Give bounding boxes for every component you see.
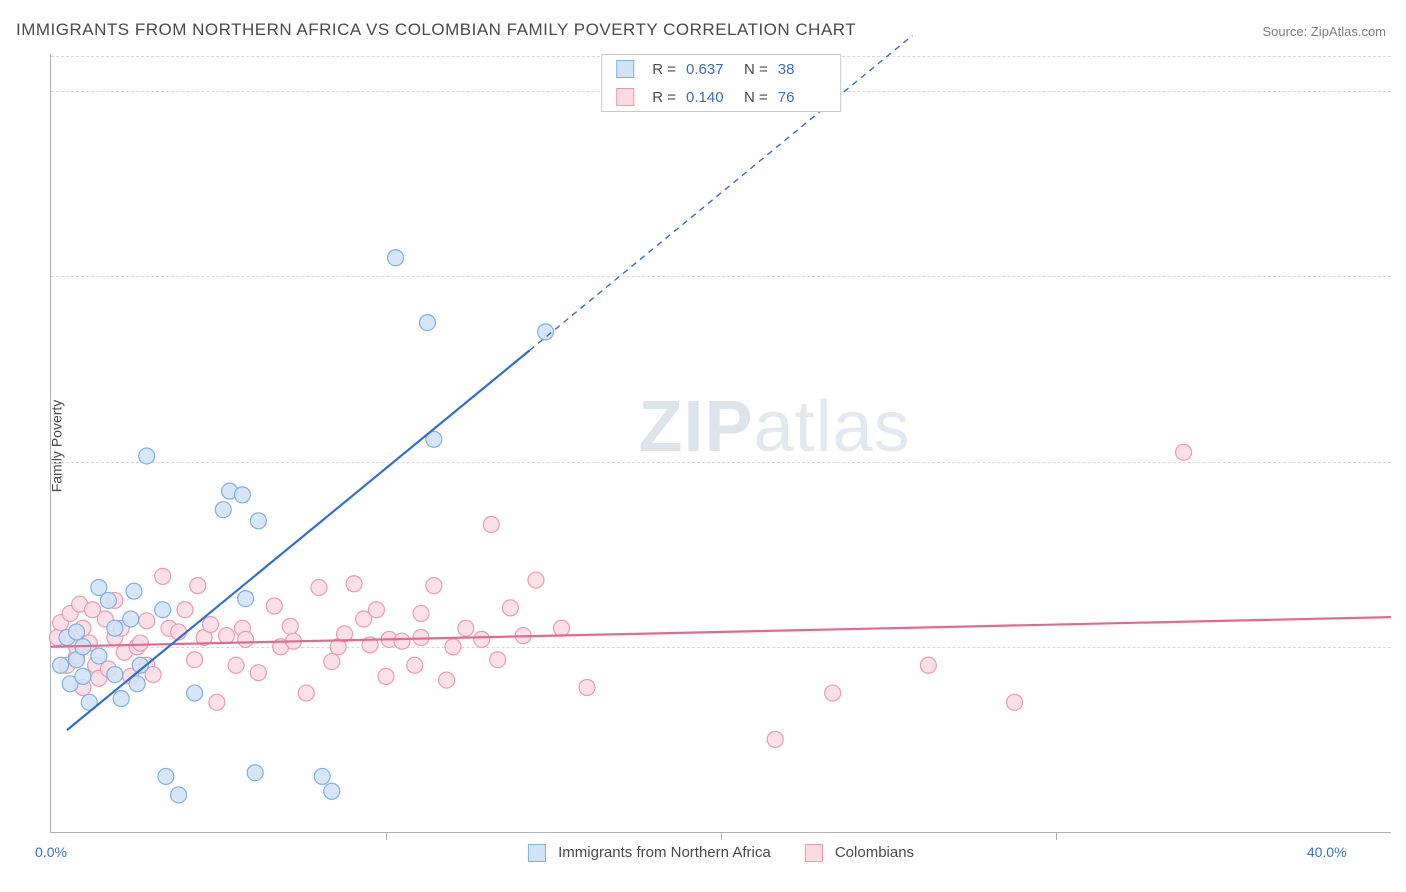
legend-r-value-a: 0.637	[686, 61, 734, 78]
source-label: Source: ZipAtlas.com	[1262, 24, 1386, 39]
x-tick-label-left: 0.0%	[35, 844, 67, 860]
swatch-series-a-icon	[528, 844, 546, 862]
plot-area: ZIPatlas R = 0.637 N = 38 R = 0.140 N = …	[50, 54, 1391, 833]
x-legend-label-b: Colombians	[835, 844, 914, 861]
swatch-series-b-icon	[805, 844, 823, 862]
x-legend-label-a: Immigrants from Northern Africa	[558, 844, 771, 861]
legend-n-value-a: 38	[778, 61, 826, 78]
chart-title: IMMIGRANTS FROM NORTHERN AFRICA VS COLOM…	[16, 20, 856, 40]
y-tick-label: 20.0%	[1396, 454, 1406, 470]
legend-r-value-b: 0.140	[686, 89, 734, 106]
y-tick-label: 10.0%	[1396, 639, 1406, 655]
stats-legend: R = 0.637 N = 38 R = 0.140 N = 76	[601, 54, 841, 112]
swatch-series-a-icon	[616, 60, 634, 78]
y-tick-label: 40.0%	[1396, 83, 1406, 99]
x-legend-item-a: Immigrants from Northern Africa	[528, 844, 771, 862]
legend-n-label: N =	[744, 61, 768, 78]
swatch-series-b-icon	[616, 88, 634, 106]
chart-container: IMMIGRANTS FROM NORTHERN AFRICA VS COLOM…	[0, 0, 1406, 892]
stats-legend-row-a: R = 0.637 N = 38	[602, 55, 840, 83]
scatter-svg	[51, 54, 1391, 832]
y-tick-label: 30.0%	[1396, 268, 1406, 284]
x-legend-item-b: Colombians	[805, 844, 914, 862]
legend-n-label: N =	[744, 89, 768, 106]
legend-r-label: R =	[652, 89, 676, 106]
x-tick-label-right: 40.0%	[1307, 844, 1347, 860]
x-axis-legend: Immigrants from Northern Africa Colombia…	[528, 844, 914, 862]
legend-r-label: R =	[652, 61, 676, 78]
stats-legend-row-b: R = 0.140 N = 76	[602, 83, 840, 111]
legend-n-value-b: 76	[778, 89, 826, 106]
